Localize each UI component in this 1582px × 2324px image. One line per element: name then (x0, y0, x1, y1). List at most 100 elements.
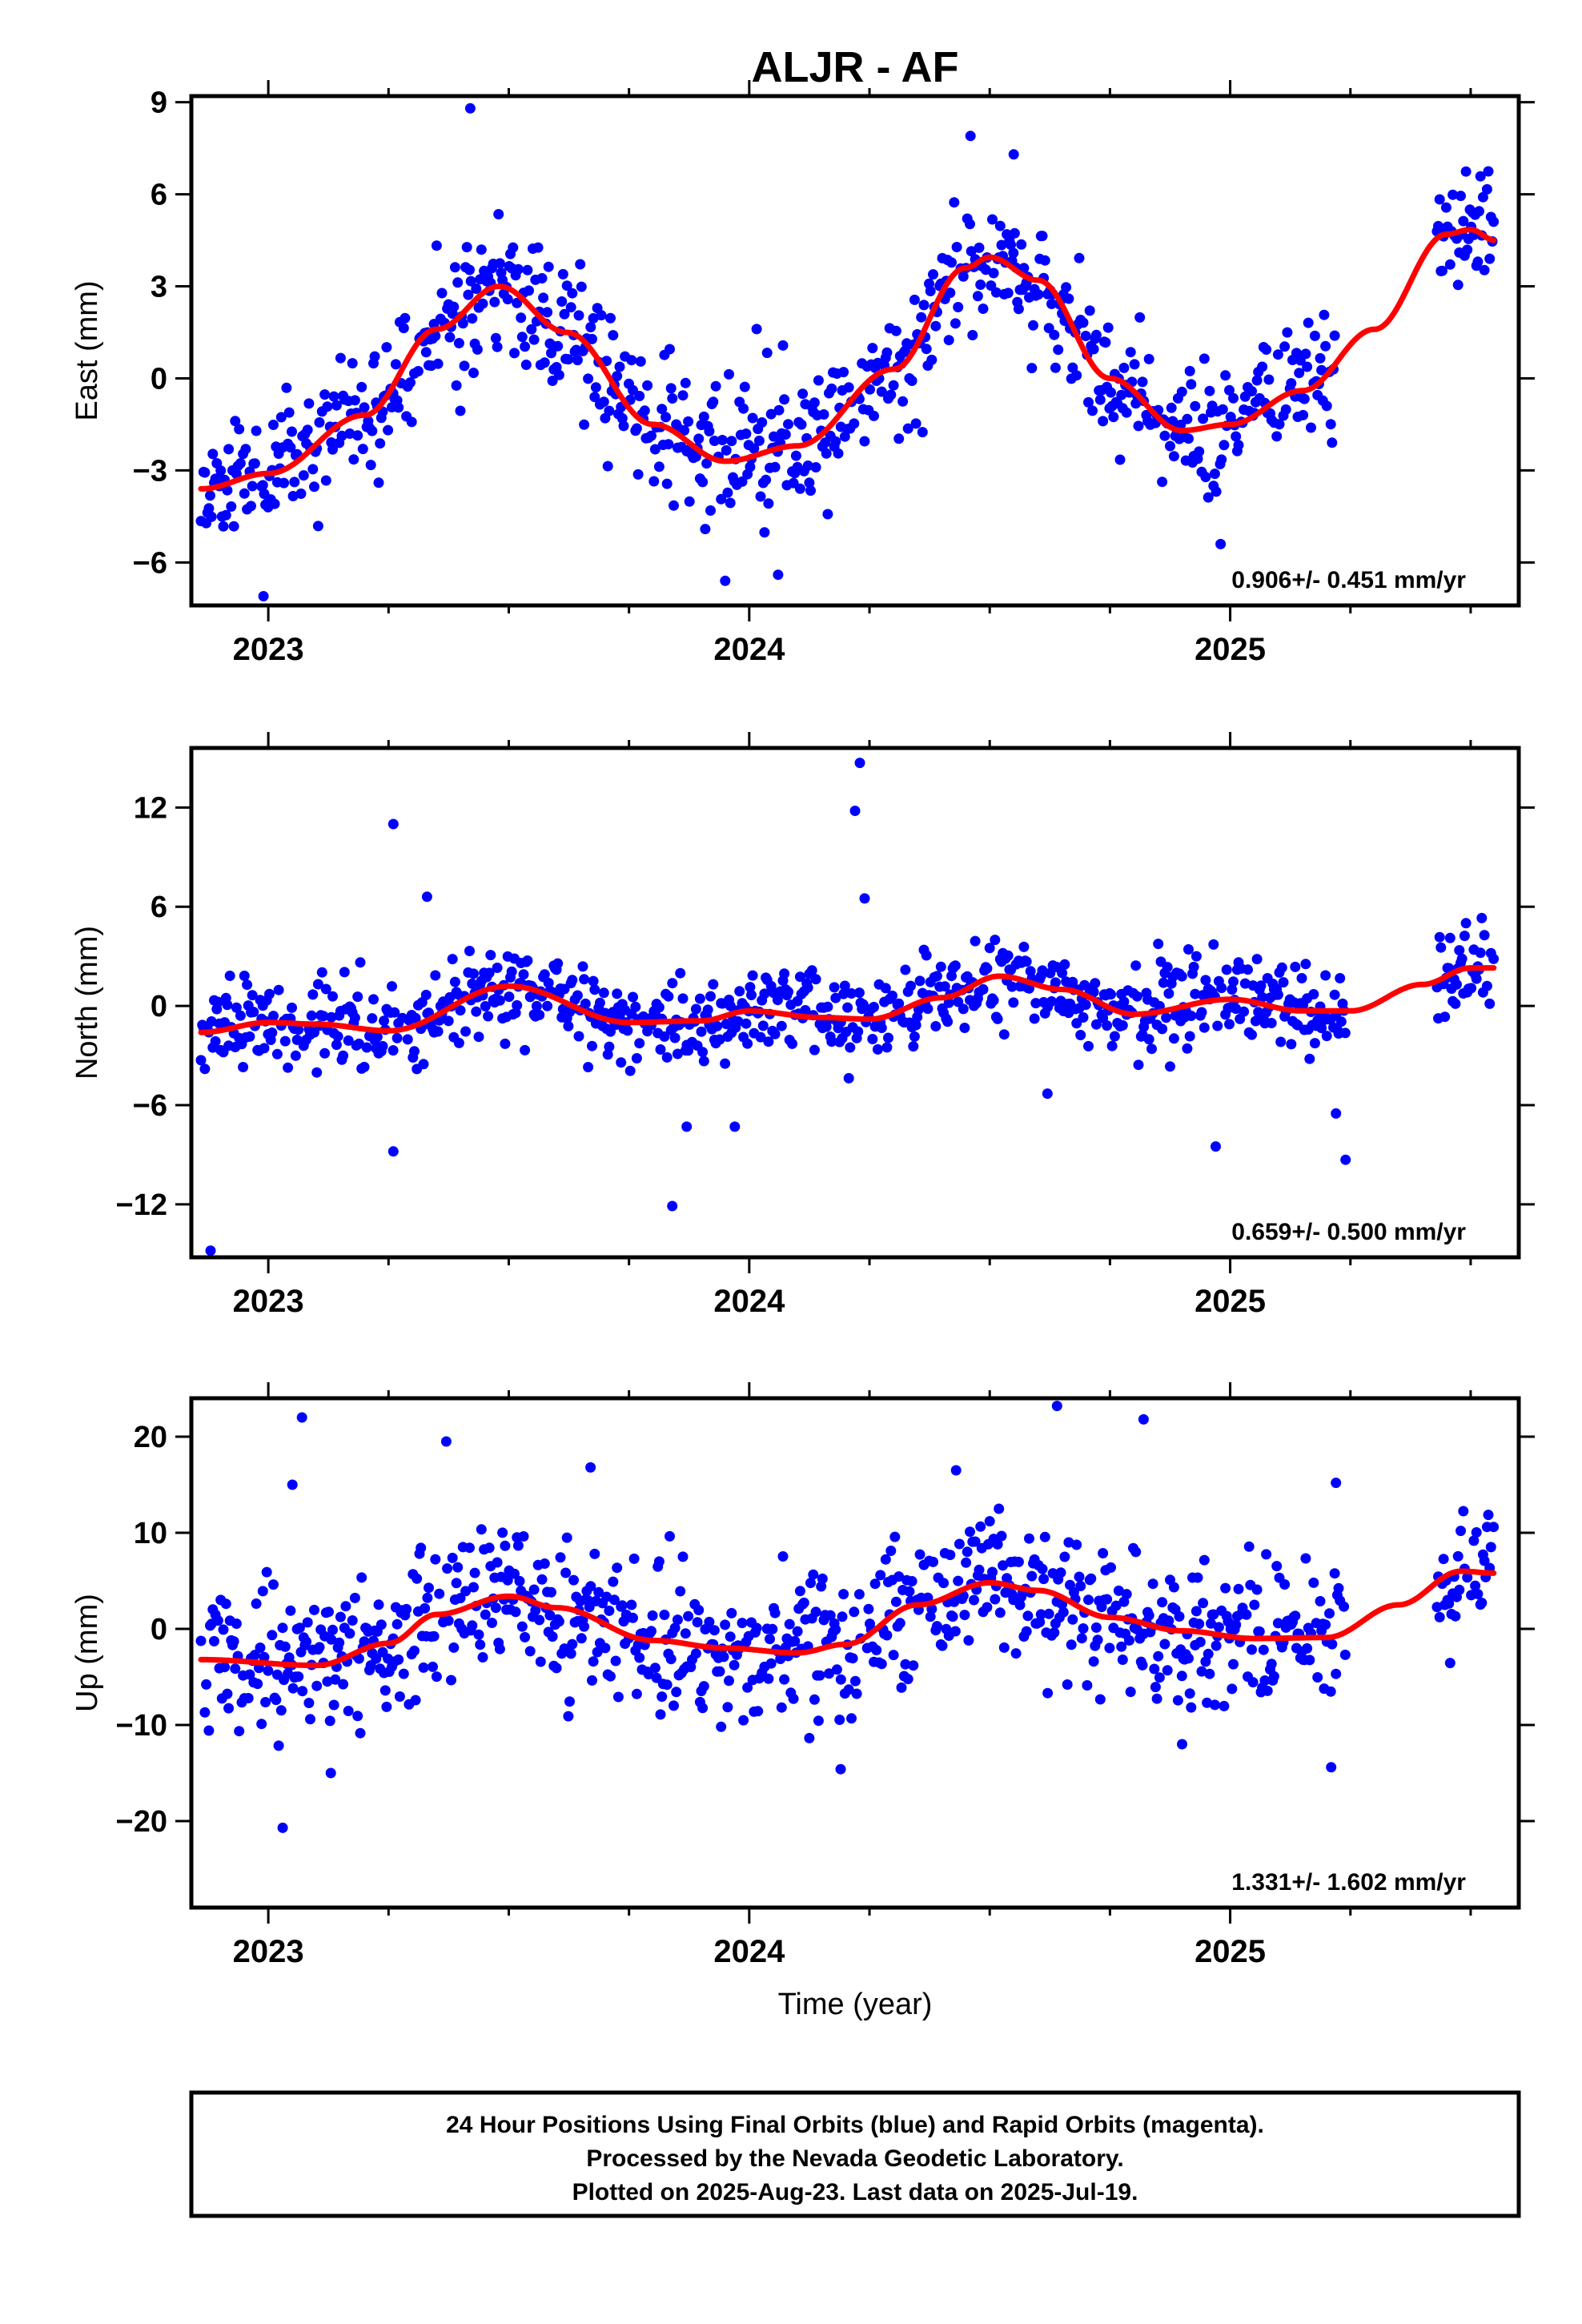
data-point-outlier (849, 806, 861, 816)
y-axis-title: East (mm) (70, 280, 104, 420)
data-point (1208, 1609, 1219, 1620)
data-point (1280, 404, 1291, 415)
data-point (328, 1699, 339, 1711)
data-point (268, 420, 279, 430)
data-point (1221, 964, 1232, 975)
data-point (702, 1004, 713, 1015)
data-point (945, 287, 956, 299)
data-point (1098, 1548, 1109, 1558)
data-point (231, 1618, 242, 1629)
data-point (709, 436, 720, 446)
data-point (1286, 1039, 1297, 1050)
data-point (293, 1671, 304, 1683)
data-point (849, 1675, 861, 1687)
data-point (954, 1538, 965, 1550)
data-point (1063, 293, 1074, 304)
data-point (1174, 1611, 1185, 1622)
data-point (538, 292, 549, 304)
data-point (451, 380, 462, 391)
data-point (813, 1715, 824, 1727)
data-point (1090, 1622, 1102, 1633)
data-point (1475, 947, 1486, 959)
data-point-outlier (205, 1245, 216, 1256)
data-point (767, 1623, 778, 1634)
data-point (467, 1620, 478, 1631)
data-point (1279, 341, 1291, 352)
data-point (464, 946, 475, 956)
data-point (722, 487, 733, 498)
data-point (822, 509, 833, 520)
data-point (1118, 362, 1130, 373)
data-point (631, 423, 642, 434)
data-point (448, 1642, 460, 1653)
data-point (471, 283, 482, 294)
data-point (867, 343, 878, 354)
data-point (565, 302, 576, 313)
data-point (212, 1615, 223, 1626)
data-point (443, 1615, 454, 1626)
data-point (802, 982, 813, 993)
data-point-outlier (1331, 1478, 1342, 1489)
data-point (806, 965, 817, 976)
data-point (697, 1703, 709, 1714)
data-point (520, 341, 531, 352)
data-point (655, 1044, 666, 1055)
data-point (639, 405, 650, 416)
data-point (1488, 953, 1500, 964)
data-point (701, 458, 713, 469)
data-point (1137, 1659, 1148, 1671)
data-point (563, 1711, 574, 1722)
data-point (497, 1527, 508, 1538)
data-point (1058, 1606, 1069, 1618)
data-point (1030, 998, 1042, 1009)
data-point (1130, 960, 1142, 971)
data-point-outlier (325, 1767, 336, 1779)
data-point (826, 1036, 837, 1047)
data-point (220, 1598, 231, 1610)
data-point (555, 1552, 566, 1563)
data-point (359, 1636, 370, 1647)
data-point (765, 1634, 775, 1645)
data-point (432, 358, 444, 369)
data-point (1276, 962, 1287, 973)
data-point-outlier (1326, 1762, 1337, 1773)
data-point (431, 240, 442, 251)
data-point (1262, 1685, 1273, 1696)
data-point (1329, 1568, 1340, 1579)
data-point (373, 477, 384, 489)
data-point (634, 1652, 645, 1663)
data-point (1157, 1023, 1168, 1035)
data-point (646, 430, 656, 441)
rate-annotation: 0.659+/- 0.500 mm/yr (1231, 1219, 1466, 1245)
data-point (1219, 440, 1230, 451)
data-point (1082, 1680, 1093, 1691)
data-point (1488, 216, 1500, 227)
data-point (905, 980, 916, 991)
data-point (825, 1610, 836, 1621)
data-point (1431, 1602, 1443, 1613)
data-point (928, 1556, 938, 1567)
data-point (667, 393, 678, 404)
data-point (1309, 1038, 1320, 1049)
data-point (452, 1562, 464, 1573)
data-point (669, 500, 679, 511)
data-point (464, 264, 475, 275)
data-point (512, 1540, 524, 1551)
data-point (1300, 1553, 1311, 1564)
data-point (468, 968, 479, 979)
data-point (1320, 970, 1331, 981)
data-point (1460, 918, 1472, 929)
data-point (492, 963, 503, 973)
data-point (669, 1700, 679, 1711)
data-point (338, 1679, 349, 1690)
data-point (773, 404, 785, 416)
chart-title: ALJR - AF (752, 43, 959, 91)
data-point (1129, 359, 1140, 370)
data-point (1074, 1571, 1085, 1582)
data-point (260, 1697, 271, 1707)
data-point (947, 1611, 958, 1622)
data-point (561, 1532, 572, 1543)
data-point (472, 344, 483, 355)
data-point (716, 1721, 727, 1732)
data-point (1472, 256, 1484, 267)
